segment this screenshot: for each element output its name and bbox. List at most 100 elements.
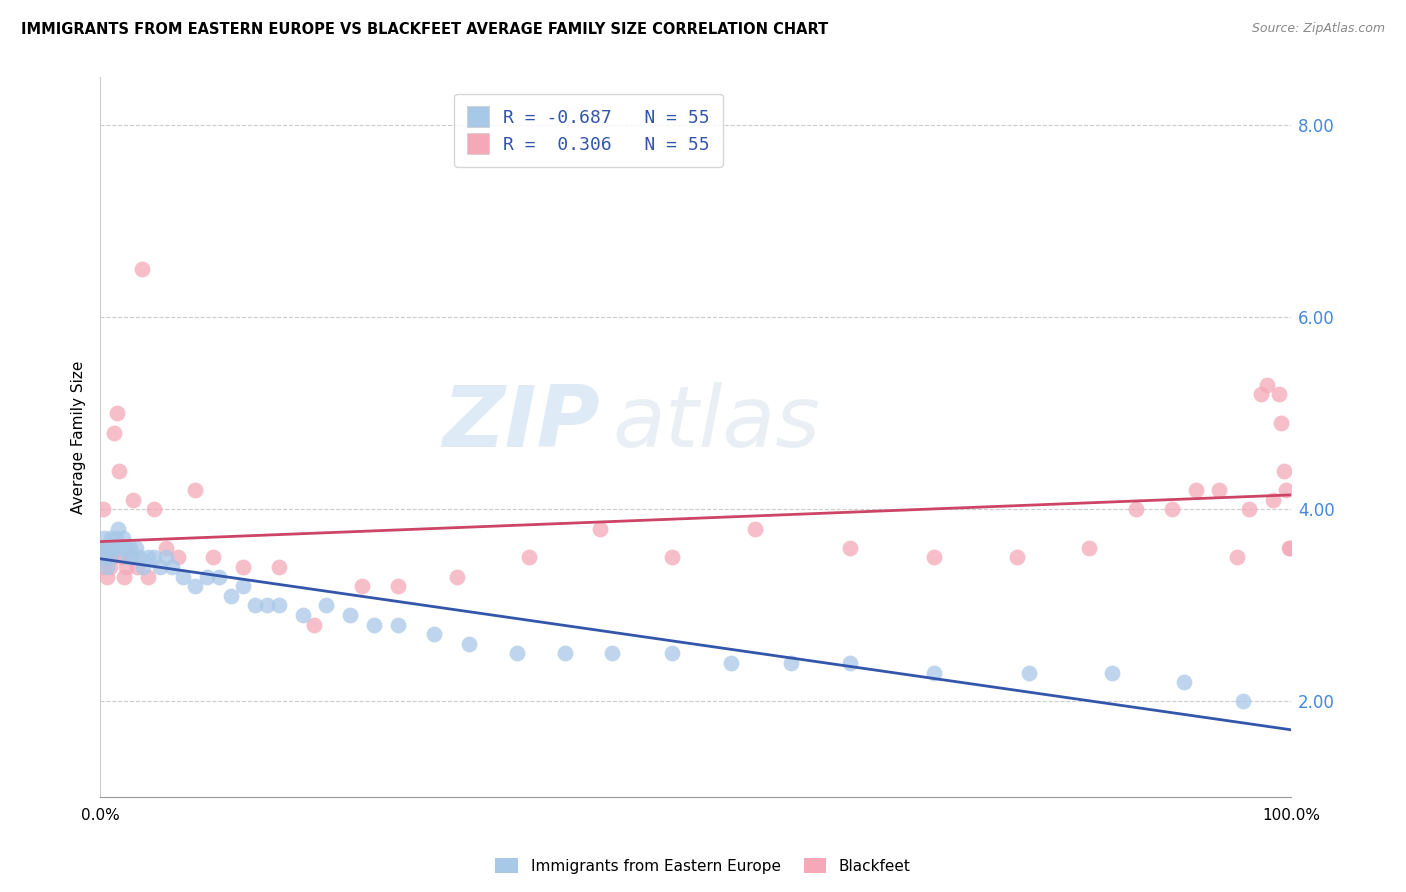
Point	[267, 560, 290, 574]
Point	[1277, 541, 1299, 555]
Point	[208, 569, 231, 583]
Point	[90, 550, 112, 565]
Point	[117, 550, 139, 565]
Point	[114, 541, 136, 555]
Point	[720, 656, 742, 670]
Point	[267, 599, 290, 613]
Point	[1101, 665, 1123, 680]
Point	[1272, 464, 1295, 478]
Point	[96, 569, 118, 583]
Point	[142, 550, 165, 565]
Point	[839, 541, 862, 555]
Point	[94, 541, 117, 555]
Point	[458, 637, 481, 651]
Point	[256, 599, 278, 613]
Point	[125, 541, 148, 555]
Point	[1250, 387, 1272, 401]
Point	[1256, 377, 1278, 392]
Point	[110, 541, 132, 555]
Point	[554, 646, 576, 660]
Text: IMMIGRANTS FROM EASTERN EUROPE VS BLACKFEET AVERAGE FAMILY SIZE CORRELATION CHAR: IMMIGRANTS FROM EASTERN EUROPE VS BLACKF…	[21, 22, 828, 37]
Point	[112, 569, 135, 583]
Point	[422, 627, 444, 641]
Point	[219, 589, 242, 603]
Point	[111, 531, 134, 545]
Point	[94, 550, 117, 565]
Point	[132, 560, 155, 574]
Point	[1268, 387, 1291, 401]
Point	[136, 569, 159, 583]
Point	[202, 550, 225, 565]
Point	[387, 579, 409, 593]
Point	[136, 550, 159, 565]
Point	[101, 541, 124, 555]
Point	[243, 599, 266, 613]
Point	[304, 617, 326, 632]
Point	[103, 425, 125, 440]
Point	[125, 560, 148, 574]
Point	[94, 550, 117, 565]
Text: Source: ZipAtlas.com: Source: ZipAtlas.com	[1251, 22, 1385, 36]
Point	[118, 541, 141, 555]
Point	[589, 522, 612, 536]
Point	[128, 550, 150, 565]
Point	[315, 599, 337, 613]
Point	[1261, 492, 1284, 507]
Point	[98, 560, 121, 574]
Point	[363, 617, 385, 632]
Point	[104, 531, 127, 545]
Point	[101, 550, 124, 565]
Point	[98, 550, 121, 565]
Point	[118, 550, 141, 565]
Point	[100, 531, 122, 545]
Point	[352, 579, 374, 593]
Point	[1275, 483, 1298, 498]
Point	[142, 502, 165, 516]
Point	[173, 569, 195, 583]
Point	[1226, 550, 1249, 565]
Point	[1232, 694, 1254, 708]
Point	[93, 560, 115, 574]
Point	[1160, 502, 1182, 516]
Point	[1278, 541, 1301, 555]
Point	[232, 579, 254, 593]
Point	[922, 665, 945, 680]
Point	[195, 569, 218, 583]
Point	[97, 550, 120, 565]
Point	[100, 541, 122, 555]
Point	[446, 569, 468, 583]
Point	[184, 579, 207, 593]
Point	[155, 541, 177, 555]
Point	[1125, 502, 1147, 516]
Point	[166, 550, 188, 565]
Point	[339, 607, 361, 622]
Text: ZIP: ZIP	[443, 382, 600, 465]
Point	[97, 541, 120, 555]
Point	[91, 502, 114, 516]
Point	[1208, 483, 1230, 498]
Point	[1173, 675, 1195, 690]
Y-axis label: Average Family Size: Average Family Size	[72, 360, 86, 514]
Point	[91, 550, 114, 565]
Point	[90, 541, 112, 555]
Point	[1184, 483, 1206, 498]
Point	[922, 550, 945, 565]
Point	[387, 617, 409, 632]
Point	[661, 550, 683, 565]
Point	[232, 560, 254, 574]
Point	[160, 560, 183, 574]
Point	[517, 550, 540, 565]
Point	[149, 560, 172, 574]
Legend: Immigrants from Eastern Europe, Blackfeet: Immigrants from Eastern Europe, Blackfee…	[489, 852, 917, 880]
Point	[744, 522, 766, 536]
Point	[108, 464, 131, 478]
Point	[1239, 502, 1261, 516]
Point	[107, 522, 129, 536]
Point	[122, 550, 145, 565]
Point	[96, 560, 118, 574]
Point	[94, 541, 117, 555]
Point	[1018, 665, 1040, 680]
Point	[661, 646, 683, 660]
Legend: R = -0.687   N = 55, R =  0.306   N = 55: R = -0.687 N = 55, R = 0.306 N = 55	[454, 94, 723, 167]
Point	[110, 550, 132, 565]
